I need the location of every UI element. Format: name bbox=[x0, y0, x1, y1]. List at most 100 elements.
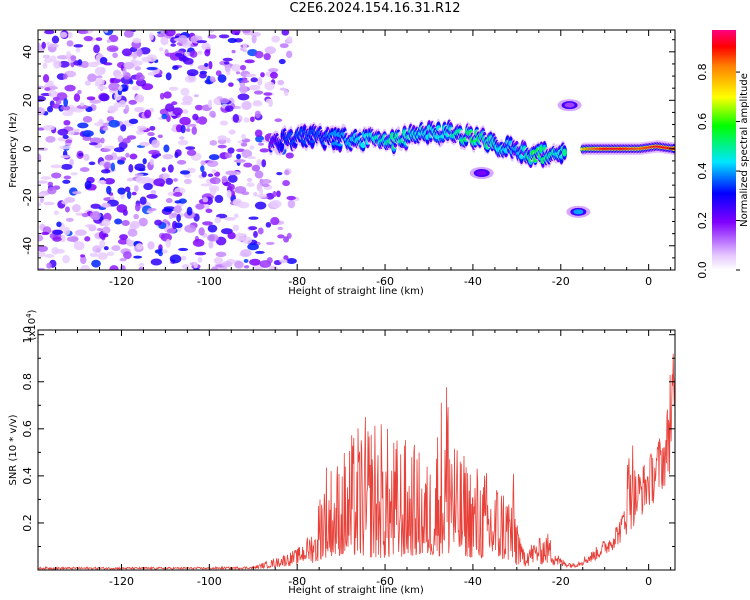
heatmap-cell bbox=[119, 258, 127, 262]
heatmap-cell bbox=[234, 186, 247, 194]
heatmap-cell bbox=[86, 96, 96, 101]
heatmap-cell bbox=[149, 158, 154, 166]
heatmap-cell bbox=[224, 216, 236, 221]
heatmap-cell bbox=[97, 86, 108, 90]
heatmap-cell bbox=[193, 94, 199, 98]
heatmap-cell bbox=[91, 186, 96, 191]
heatmap-cell bbox=[70, 172, 78, 176]
heatmap-cell bbox=[248, 226, 258, 231]
heatmap-cell bbox=[228, 183, 235, 191]
heatmap-cell bbox=[163, 91, 172, 99]
heatmap-cell bbox=[277, 79, 285, 86]
heatmap-cell bbox=[95, 37, 103, 42]
heatmap-cell bbox=[179, 116, 191, 126]
heatmap-cell bbox=[117, 159, 125, 165]
heatmap-cell bbox=[204, 49, 211, 57]
snr-series-line bbox=[38, 353, 675, 570]
heatmap-cell bbox=[80, 254, 86, 258]
heatmap-ridge-cell bbox=[309, 139, 315, 144]
heatmap-cell bbox=[163, 208, 174, 212]
heatmap-cell bbox=[194, 104, 203, 111]
heatmap-cell bbox=[123, 251, 132, 260]
heatmap-cell bbox=[279, 87, 287, 91]
heatmap-cell bbox=[102, 122, 111, 127]
heatmap-cell bbox=[93, 44, 100, 54]
heatmap-cell bbox=[253, 230, 258, 238]
x-tick-label: -60 bbox=[376, 275, 394, 288]
heatmap-cell bbox=[243, 117, 250, 123]
heatmap-cell bbox=[254, 201, 267, 210]
heatmap-cell bbox=[74, 229, 87, 236]
heatmap-cell bbox=[227, 37, 237, 44]
heatmap-cell bbox=[133, 213, 139, 220]
heatmap-cell bbox=[61, 200, 69, 205]
heatmap-cell bbox=[131, 85, 140, 91]
heatmap-cell bbox=[97, 180, 107, 184]
y-tick-label: 0.8 bbox=[21, 373, 34, 391]
heatmap-cell bbox=[216, 96, 223, 100]
heatmap-cell bbox=[206, 160, 219, 168]
heatmap-cell bbox=[249, 145, 255, 150]
heatmap-cell bbox=[265, 98, 272, 104]
heatmap-cell bbox=[127, 228, 138, 237]
heatmap-cell bbox=[129, 153, 138, 160]
heatmap-cell bbox=[281, 30, 290, 36]
heatmap-cell bbox=[51, 35, 60, 44]
heatmap-cell bbox=[99, 56, 108, 65]
heatmap-cell bbox=[134, 106, 145, 113]
x-tick-label: -100 bbox=[197, 575, 222, 588]
heatmap-cell bbox=[100, 137, 105, 144]
heatmap-cell bbox=[261, 159, 267, 168]
heatmap-cell bbox=[125, 152, 130, 158]
y-tick-label: -20 bbox=[21, 188, 34, 206]
heatmap-cell bbox=[88, 61, 99, 68]
heatmap-cell bbox=[167, 164, 174, 173]
heatmap-cell bbox=[88, 142, 98, 146]
heatmap-cell bbox=[204, 203, 210, 211]
heatmap-cell bbox=[261, 183, 270, 187]
heatmap-cell bbox=[247, 177, 253, 182]
heatmap-cell bbox=[43, 201, 55, 206]
heatmap-cell bbox=[128, 118, 139, 125]
snr-marks bbox=[38, 353, 675, 570]
heatmap-cell bbox=[45, 136, 56, 143]
y-tick-label: -40 bbox=[21, 237, 34, 255]
heatmap-cell bbox=[103, 161, 112, 169]
heatmap-cell bbox=[230, 190, 236, 197]
heatmap-cell bbox=[253, 191, 258, 197]
heatmap-cell bbox=[165, 238, 172, 248]
heatmap-cell bbox=[146, 194, 158, 199]
heatmap-cell bbox=[161, 249, 168, 254]
y-tick-label: 0.4 bbox=[21, 467, 34, 485]
heatmap-cell bbox=[84, 236, 91, 242]
chart-title: C2E6.2024.154.16.31.R12 bbox=[289, 1, 461, 16]
heatmap-cell bbox=[211, 169, 217, 174]
heatmap-cell bbox=[159, 47, 164, 52]
heatmap-cell bbox=[178, 198, 187, 204]
heatmap-cell bbox=[108, 82, 121, 91]
heatmap-cell bbox=[200, 183, 213, 187]
heatmap-cell bbox=[263, 92, 273, 96]
heatmap-cell bbox=[276, 190, 281, 198]
heatmap-cell bbox=[109, 265, 119, 270]
colorbar-tick-label: 0.4 bbox=[696, 162, 709, 180]
heatmap-cell bbox=[233, 159, 246, 163]
heatmap-cell bbox=[113, 147, 125, 153]
heatmap-cell bbox=[63, 227, 71, 236]
heatmap-cell bbox=[121, 48, 133, 57]
heatmap-cell bbox=[134, 163, 146, 171]
heatmap-cell bbox=[235, 71, 241, 75]
heatmap-cell bbox=[284, 169, 290, 176]
heatmap-cell bbox=[264, 81, 275, 91]
heatmap-cell bbox=[270, 217, 280, 226]
heatmap-cell bbox=[171, 212, 178, 218]
heatmap-x-ticks: -120 -100 -80 -60 -40 -20 0 bbox=[55, 30, 672, 288]
heatmap-cell bbox=[41, 41, 46, 49]
heatmap-cell bbox=[73, 93, 81, 102]
heatmap-cell bbox=[219, 120, 229, 126]
heatmap-cell bbox=[126, 135, 137, 140]
heatmap-cell bbox=[283, 89, 289, 97]
heatmap-cell bbox=[82, 130, 94, 137]
heatmap-cell bbox=[243, 265, 250, 269]
x-tick-label: -20 bbox=[552, 275, 570, 288]
